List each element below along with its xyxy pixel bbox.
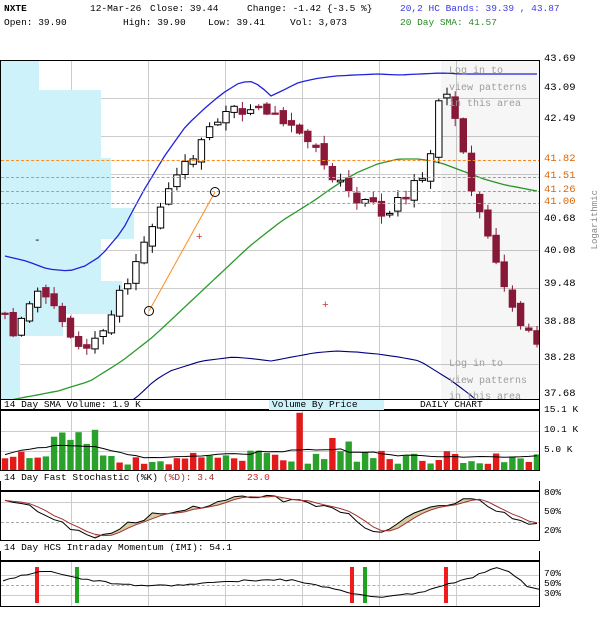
svg-text:+: + (196, 232, 203, 244)
svg-text:+: + (322, 300, 329, 312)
svg-text:-: - (34, 235, 41, 247)
